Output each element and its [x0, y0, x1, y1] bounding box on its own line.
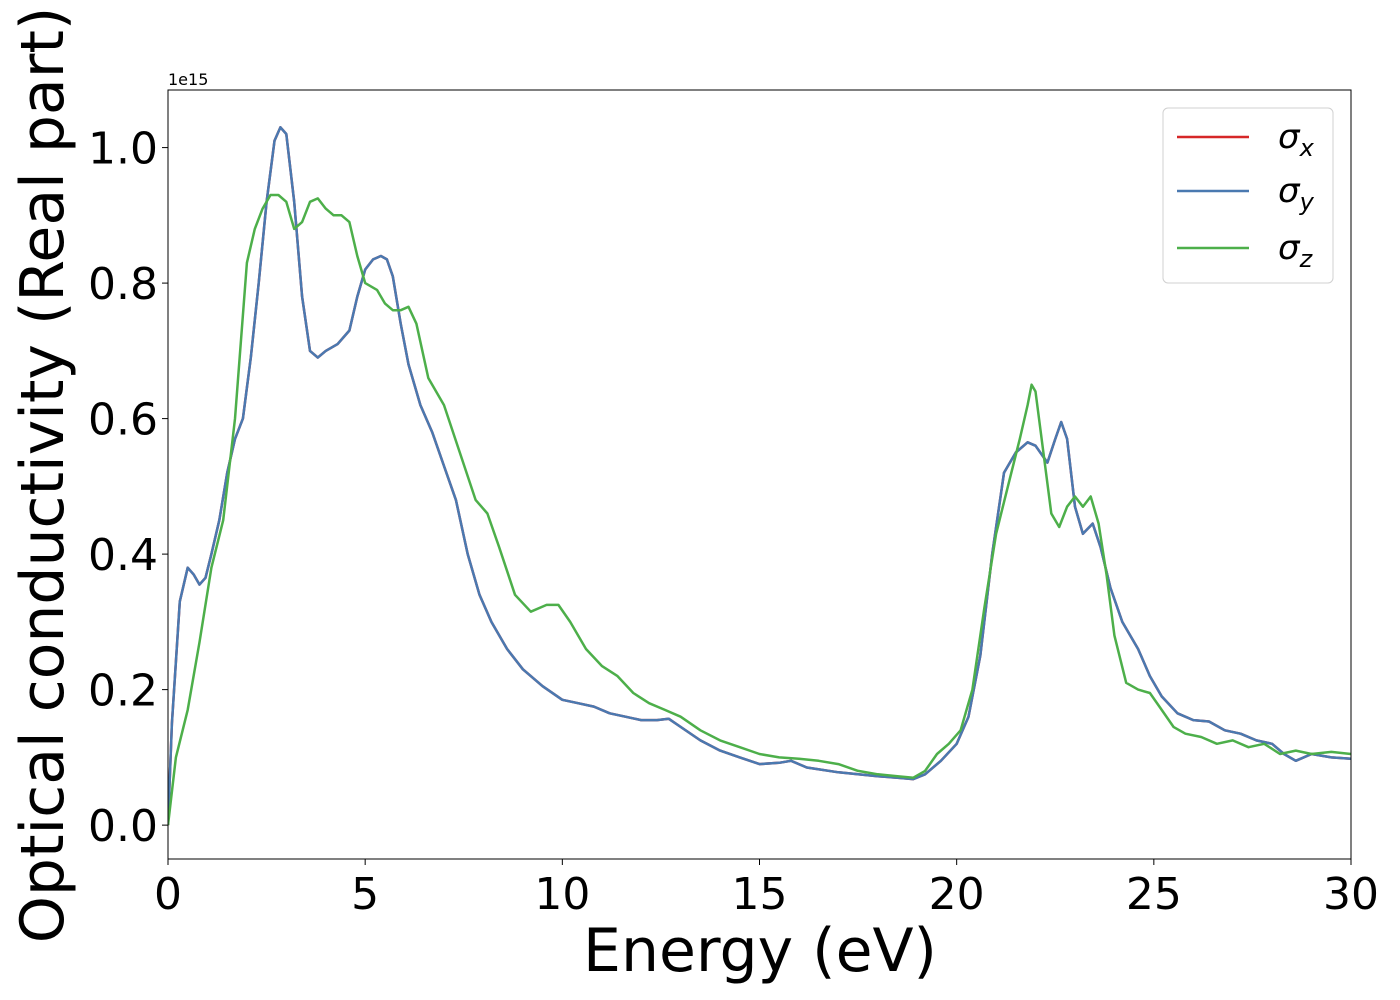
legend: σx σy σz: [1162, 107, 1334, 284]
x-tick-label: 0: [154, 869, 182, 920]
y-tick-label: 0.8: [88, 259, 158, 310]
plot-lines: [168, 126, 1351, 826]
legend-label-1: σx: [1278, 117, 1315, 162]
series-line-2: [168, 126, 1351, 826]
y-tick-label: 0.0: [88, 801, 158, 852]
x-tick-label: 30: [1323, 869, 1379, 920]
x-tick-label: 20: [929, 869, 985, 920]
y-tick-label: 0.4: [88, 530, 158, 581]
x-tick-label: 10: [534, 869, 590, 920]
y-axis: 0.0 0.2 0.4 0.6 0.8 1.0: [88, 124, 168, 852]
y-axis-label: Optical conductivity (Real part): [8, 7, 78, 944]
x-axis-label: Energy (eV): [583, 916, 937, 986]
y-tick-label: 0.2: [88, 666, 158, 717]
legend-label-2: σy: [1278, 171, 1315, 216]
x-tick-label: 15: [732, 869, 788, 920]
offset-text: 1e15: [168, 70, 208, 89]
series-line-3: [168, 193, 1351, 826]
x-tick-label: 25: [1126, 869, 1182, 920]
x-tick-label: 5: [351, 869, 379, 920]
y-tick-label: 1.0: [88, 124, 158, 175]
y-tick-label: 0.6: [88, 395, 158, 446]
legend-label-3: σz: [1278, 228, 1314, 273]
legend-box: [1162, 107, 1334, 284]
x-axis: 0 5 10 15 20 25 30: [154, 859, 1379, 920]
